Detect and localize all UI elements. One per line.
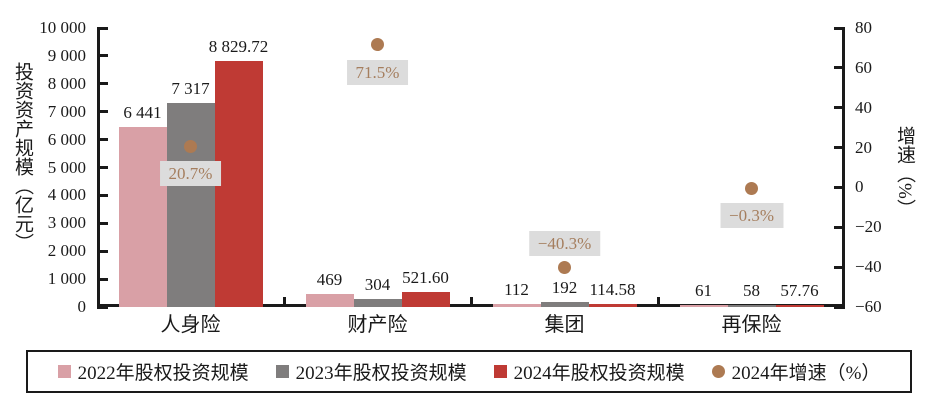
- bar-value-label: 61: [695, 281, 712, 300]
- left-axis-tick-label: 10 000: [39, 18, 86, 37]
- legend-label: 2024年股权投资规模: [513, 363, 685, 384]
- growth-dot: [745, 181, 758, 195]
- growth-dot: [184, 139, 197, 153]
- legend-item: 2024年股权投资规模: [493, 358, 685, 385]
- left-axis-tick: [97, 166, 108, 169]
- bar-2022年股权投资规模: [492, 303, 541, 307]
- bar-2023年股权投资规模: [727, 305, 776, 307]
- bar-value-label: 57.76: [780, 281, 819, 300]
- left-axis-tick-label: 6 000: [47, 129, 86, 149]
- legend-square-marker: [493, 365, 507, 378]
- left-axis-tick-label: 7 000: [47, 101, 86, 121]
- bar-2023年股权投资规模: [353, 298, 402, 307]
- bar-value-label: 7 317: [171, 78, 210, 98]
- right-axis-tick-label: 40: [855, 97, 872, 117]
- left-axis-tick: [97, 249, 108, 253]
- left-axis-tick-label: 5 000: [47, 157, 86, 177]
- growth-rate-label: 20.7%: [159, 161, 222, 187]
- left-axis-title: 投资资产规模（亿元）: [12, 62, 33, 252]
- right-axis-tick-label: −20: [855, 217, 882, 237]
- right-axis-tick: [834, 26, 845, 30]
- right-axis-title: 增速（%）: [894, 126, 915, 218]
- right-axis-tick: [834, 265, 845, 269]
- legend-square-marker: [275, 365, 289, 378]
- left-axis-tick-label: 9 000: [47, 45, 86, 65]
- right-axis-tick-label: 20: [855, 137, 872, 157]
- x-category-label: 再保险: [721, 314, 782, 336]
- left-axis-tick-label: 8 000: [47, 73, 86, 93]
- growth-dot: [371, 38, 384, 52]
- legend: 2022年股权投资规模 2023年股权投资规模 2024年股权投资规模 2024年增速…: [26, 350, 912, 393]
- bar-value-label: 6 441: [123, 103, 162, 123]
- growth-rate-label: −0.3%: [720, 203, 783, 229]
- right-axis-tick: [834, 146, 845, 150]
- left-axis-tick: [97, 277, 108, 281]
- left-axis-tick: [97, 221, 108, 225]
- legend-label: 2022年股权投资规模: [77, 363, 249, 384]
- left-axis-tick-label: 3 000: [47, 213, 86, 233]
- bar-2024年股权投资规模: [214, 60, 263, 307]
- x-category-label: 财产险: [347, 314, 408, 336]
- left-axis-tick: [97, 305, 108, 309]
- right-axis-tick-label: −60: [855, 297, 882, 316]
- bar-value-label: 112: [504, 279, 529, 299]
- legend-item: 2023年股权投资规模: [275, 358, 467, 385]
- x-axis-tick: [282, 297, 286, 307]
- bar-2023年股权投资规模: [166, 102, 215, 307]
- left-axis-tick: [97, 26, 108, 30]
- bar-value-label: 58: [743, 281, 760, 300]
- legend-square-marker: [57, 365, 71, 378]
- bar-2022年股权投资规模: [118, 127, 167, 307]
- legend-label: 2024年增速（%）: [731, 363, 881, 384]
- left-axis-tick: [97, 54, 108, 58]
- bar-value-label: 521.60: [402, 268, 449, 288]
- right-axis-tick: [834, 225, 845, 229]
- left-axis-tick: [97, 110, 108, 114]
- bar-2024年股权投资规模: [588, 303, 637, 307]
- growth-rate-label: −40.3%: [528, 230, 601, 256]
- bar-2022年股权投资规模: [305, 293, 354, 307]
- growth-dot: [558, 261, 571, 275]
- x-category-label: 集团: [544, 314, 585, 336]
- left-axis-tick: [97, 193, 108, 197]
- legend-label: 2023年股权投资规模: [295, 363, 467, 384]
- growth-rate-label: 71.5%: [346, 59, 409, 85]
- bar-2024年股权投资规模: [401, 292, 450, 307]
- bar-2023年股权投资规模: [540, 301, 589, 307]
- left-axis-tick-label: 2 000: [47, 241, 86, 261]
- x-axis-tick: [469, 297, 473, 307]
- left-axis-tick-label: 0: [77, 297, 87, 316]
- x-category-label: 人身险: [160, 314, 221, 336]
- left-axis-tick: [97, 82, 108, 86]
- right-axis-tick-label: −40: [855, 257, 882, 277]
- right-axis-tick: [834, 305, 845, 309]
- bar-2024年股权投资规模: [775, 305, 824, 307]
- bar-value-label: 469: [316, 269, 343, 289]
- bar-value-label: 192: [551, 277, 578, 297]
- left-axis-tick-label: 1 000: [47, 269, 86, 289]
- legend-item: 2024年增速（%）: [711, 358, 881, 385]
- right-axis-tick-label: 60: [855, 57, 872, 77]
- right-axis-tick-label: 0: [855, 177, 864, 197]
- bar-value-label: 8 829.72: [208, 36, 269, 56]
- right-axis-tick: [834, 106, 845, 110]
- right-axis-tick: [834, 185, 845, 189]
- x-axis-tick: [656, 297, 660, 307]
- legend-item: 2022年股权投资规模: [57, 358, 249, 385]
- bar-value-label: 114.58: [589, 279, 636, 299]
- bar-value-label: 304: [364, 274, 391, 294]
- legend-circle-marker: [711, 365, 725, 378]
- right-axis-tick: [834, 66, 845, 70]
- left-axis-tick: [97, 138, 108, 142]
- right-axis-tick-label: 80: [855, 18, 872, 37]
- left-axis-tick-label: 4 000: [47, 185, 86, 205]
- bar-2022年股权投资规模: [679, 305, 728, 307]
